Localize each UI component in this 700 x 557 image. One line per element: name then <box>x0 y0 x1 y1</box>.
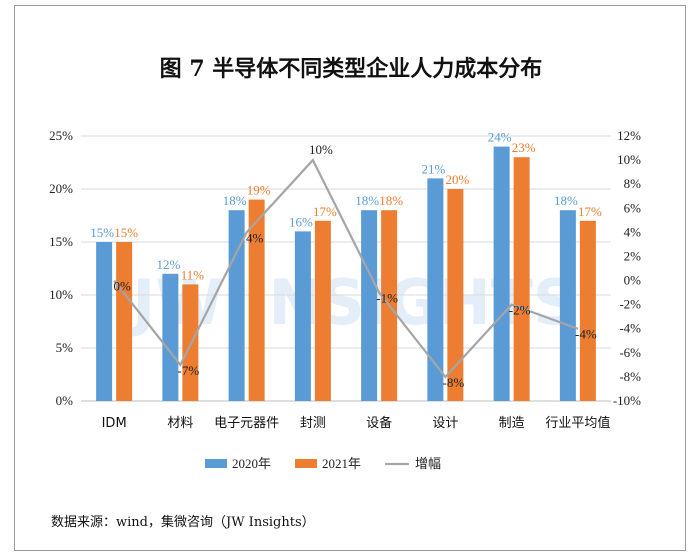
line-value-label: -8% <box>443 375 465 390</box>
bar-value-label-2020: 16% <box>289 214 313 229</box>
chart-frame: JW INSIGHTS 图 7 半导体不同类型企业人力成本分布 15% 12% 18… <box>14 5 686 551</box>
category-label: 行业平均值 <box>545 415 610 431</box>
bar-2021 <box>314 220 331 401</box>
y-right-tick-label: 2% <box>624 248 642 263</box>
chart-title: 图 7 半导体不同类型企业人力成本分布 <box>160 56 543 82</box>
bar-2021 <box>248 199 265 401</box>
y-right-tick-label: 4% <box>624 224 642 239</box>
bar-2020 <box>493 146 510 401</box>
source-note: 数据来源：wind，集微咨询（JW Insights） <box>51 514 315 530</box>
bar-value-label-2021: 20% <box>445 172 469 187</box>
bar-2021 <box>116 242 133 401</box>
bar-value-label-2020: 18% <box>355 193 379 208</box>
y-right-tick-label: -6% <box>619 345 641 360</box>
y-left-tick-label: 0% <box>56 393 74 408</box>
bar-value-label-2021: 23% <box>512 140 536 155</box>
y-right-tick-label: 10% <box>617 152 641 167</box>
category-label: 设计 <box>432 416 458 431</box>
bar-value-label-2021: 17% <box>578 204 602 219</box>
y-right-tick-label: 8% <box>624 176 642 191</box>
y-right-tick-label: -8% <box>619 369 641 384</box>
bar-value-label-2021: 19% <box>247 183 271 198</box>
legend-swatch-2021 <box>295 459 317 468</box>
bar-value-label-2020: 18% <box>554 193 578 208</box>
axis-labels: 0% 5% 10% 15% 20% 25% -10% -8% -6% -4% -2% 0% 2% 4% 6%… <box>49 128 641 431</box>
growth-line <box>113 158 579 379</box>
line-value-label: -1% <box>376 291 398 306</box>
bar-2021 <box>579 220 596 401</box>
bar-value-label-2021: 17% <box>313 204 337 219</box>
line-value-label: 4% <box>246 230 264 245</box>
y-left-tick-label: 15% <box>49 234 73 249</box>
category-label: 设备 <box>366 415 392 431</box>
y-left-tick-label: 10% <box>49 287 73 302</box>
legend-swatch-2020 <box>205 459 227 468</box>
y-left-tick-label: 5% <box>56 340 74 355</box>
bar-2020 <box>294 231 311 401</box>
y-left-tick-label: 20% <box>49 181 73 196</box>
bar-2020 <box>361 210 378 401</box>
bar-value-label-2020: 24% <box>488 130 512 145</box>
y-right-tick-label: -4% <box>619 321 641 336</box>
y-right-tick-label: 0% <box>624 273 642 288</box>
category-label: 电子元器件 <box>214 416 279 431</box>
legend: 2020年 2021年 增幅 <box>205 456 441 471</box>
bar-2020 <box>96 242 113 401</box>
y-right-tick-label: -2% <box>619 297 641 312</box>
line-value-label: 0% <box>113 279 131 294</box>
line-value-label: -4% <box>575 327 597 342</box>
line-value-label: 10% <box>309 142 333 157</box>
y-right-tick-label: -10% <box>613 393 641 408</box>
bar-value-label-2020: 15% <box>90 225 114 240</box>
bar-value-label-2021: 15% <box>114 225 138 240</box>
bar-value-label-2020: 18% <box>223 193 247 208</box>
y-right-tick-label: 12% <box>617 128 641 143</box>
bar-value-label-2020: 12% <box>156 257 180 272</box>
line-value-label: -2% <box>509 303 531 318</box>
category-label: 制造 <box>499 416 525 431</box>
data-labels: 15%12%18%16%18%21%24%18%15%11%19%17%18%2… <box>90 130 602 390</box>
y-left-tick-label: 25% <box>49 128 73 143</box>
bar-2021 <box>513 157 530 401</box>
bar-2021 <box>447 189 464 401</box>
bar-group <box>96 146 596 401</box>
bar-2020 <box>427 178 444 401</box>
bar-value-label-2020: 21% <box>421 161 445 176</box>
y-right-tick-label: 6% <box>624 200 642 215</box>
bar-2020 <box>162 273 179 401</box>
growth-line-group <box>113 158 579 379</box>
bar-value-label-2021: 18% <box>379 193 403 208</box>
bar-2020 <box>559 210 576 401</box>
category-label: 材料 <box>167 416 193 431</box>
category-label: 封测 <box>300 416 326 431</box>
line-value-label: -7% <box>178 363 200 378</box>
legend-label-2021: 2021年 <box>322 456 361 471</box>
bar-value-label-2021: 11% <box>181 267 205 282</box>
bar-2020 <box>228 210 245 401</box>
chart-svg: JW INSIGHTS 图 7 半导体不同类型企业人力成本分布 15%12%18… <box>49 56 641 530</box>
legend-label-growth: 增幅 <box>415 456 441 471</box>
legend-label-2020: 2020年 <box>232 456 271 471</box>
category-label: IDM <box>102 416 127 431</box>
